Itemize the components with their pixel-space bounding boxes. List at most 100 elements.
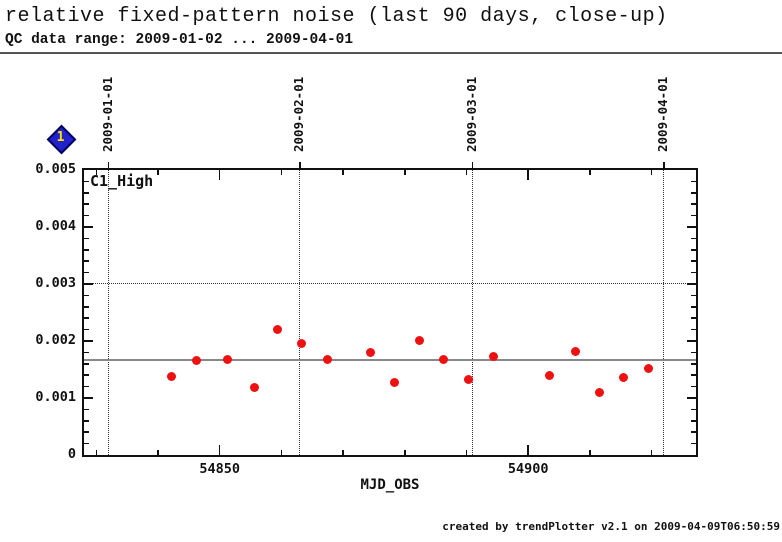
y-axis-tick	[691, 351, 696, 354]
y-axis-tick	[84, 237, 89, 240]
data-point	[545, 370, 555, 380]
date-tick	[107, 162, 110, 168]
x-axis-tick	[95, 450, 98, 455]
date-tick	[471, 162, 474, 168]
x-axis-tick	[589, 450, 591, 455]
x-axis-tick	[527, 445, 529, 455]
y-axis-tick	[691, 317, 696, 319]
date-tick	[663, 162, 665, 168]
y-axis-tick	[691, 192, 696, 194]
y-axis-tick	[691, 237, 696, 240]
x-axis-label: 54850	[199, 461, 241, 477]
x-axis-tick	[95, 170, 98, 175]
y-axis-tick	[691, 203, 696, 205]
qc-data-range-subtitle: QC data range: 2009-01-02 ... 2009-04-01	[5, 32, 354, 48]
y-axis-tick	[691, 363, 696, 365]
y-axis-tick	[84, 385, 89, 388]
data-point	[191, 355, 201, 365]
y-axis-tick	[84, 180, 89, 183]
data-point	[389, 378, 399, 388]
x-axis-tick	[280, 170, 283, 175]
y-axis-tick	[691, 431, 696, 433]
x-axis-tick	[404, 450, 406, 455]
y-axis-tick	[691, 294, 696, 297]
y-axis-tick	[691, 214, 696, 217]
x-axis-tick	[342, 450, 344, 455]
y-axis-tick	[691, 385, 696, 388]
date-gridline	[107, 170, 109, 455]
x-axis-tick	[218, 170, 221, 180]
x-axis-label: 54900	[507, 461, 549, 477]
y-axis-tick	[84, 351, 89, 354]
y-axis-tick	[84, 226, 93, 228]
date-gridline	[471, 170, 473, 455]
y-axis-label: 0	[67, 446, 76, 462]
plot-number-marker[interactable]: 1	[46, 124, 77, 155]
data-point	[322, 354, 332, 364]
y-axis-tick	[84, 192, 89, 194]
y-axis-tick	[84, 374, 89, 376]
data-point	[618, 372, 628, 382]
y-axis-tick	[84, 317, 89, 319]
page-title: relative fixed-pattern noise (last 90 da…	[5, 5, 668, 28]
y-axis-tick	[691, 374, 696, 376]
y-axis-tick	[691, 260, 696, 262]
y-axis-tick	[84, 328, 89, 331]
y-axis-tick	[687, 283, 696, 285]
data-point	[463, 374, 473, 384]
horizontal-gridline	[84, 283, 696, 284]
y-axis-tick	[84, 431, 89, 433]
x-axis-tick	[527, 170, 529, 180]
data-point	[167, 371, 177, 381]
date-gridline	[662, 170, 664, 455]
x-axis-tick	[465, 170, 468, 175]
footer-credit: created by trendPlotter v2.1 on 2009-04-…	[442, 520, 780, 533]
y-axis-tick	[691, 306, 696, 308]
data-point	[643, 363, 653, 373]
y-axis-tick	[691, 442, 696, 445]
data-point	[594, 387, 604, 397]
y-axis-tick	[691, 271, 696, 274]
y-axis-tick	[84, 294, 89, 297]
y-axis-label: 0.003	[35, 275, 76, 291]
y-axis-tick	[687, 340, 696, 342]
y-axis-tick	[691, 420, 696, 422]
x-axis-tick	[157, 170, 159, 175]
x-axis-tick	[157, 450, 159, 455]
date-tick	[299, 162, 301, 168]
x-axis-tick	[218, 445, 221, 455]
y-axis-tick	[84, 283, 93, 285]
data-point	[415, 335, 425, 345]
y-axis-tick	[84, 306, 89, 308]
y-axis-tick	[84, 203, 89, 205]
y-axis-label: 0.004	[35, 218, 76, 234]
data-point	[365, 348, 375, 358]
y-axis-tick	[84, 363, 89, 365]
y-axis-tick	[687, 226, 696, 228]
y-axis-tick	[691, 180, 696, 183]
x-axis-title: MJD_OBS	[360, 477, 420, 493]
header-divider	[0, 52, 782, 54]
y-axis-tick	[84, 249, 89, 251]
y-axis-tick	[84, 397, 93, 399]
data-point	[439, 354, 449, 364]
x-axis-tick	[465, 450, 468, 455]
y-axis-tick	[84, 442, 89, 445]
x-axis-tick	[650, 450, 653, 455]
y-axis-label: 0.001	[35, 389, 76, 405]
data-point	[489, 351, 499, 361]
y-axis-tick	[84, 420, 89, 422]
x-axis-tick	[342, 170, 344, 175]
series-label: C1_High	[90, 172, 154, 190]
data-point	[297, 338, 307, 348]
y-axis-tick	[84, 214, 89, 217]
y-axis-tick	[84, 340, 93, 342]
y-axis-tick	[84, 408, 89, 411]
y-axis-tick	[687, 397, 696, 399]
y-axis-tick	[84, 260, 89, 262]
top-axis-date-label: 2009-04-01	[654, 76, 670, 152]
data-point	[570, 346, 580, 356]
x-axis-tick	[650, 170, 653, 175]
x-axis-tick	[280, 450, 283, 455]
data-point	[273, 324, 283, 334]
